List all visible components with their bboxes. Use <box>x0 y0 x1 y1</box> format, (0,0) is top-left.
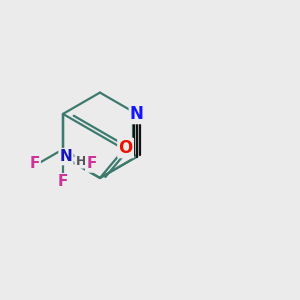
Text: F: F <box>58 174 68 189</box>
Text: F: F <box>86 157 97 172</box>
Text: N: N <box>130 105 144 123</box>
Text: F: F <box>29 157 40 172</box>
Text: O: O <box>118 139 133 157</box>
Text: H: H <box>75 154 86 167</box>
Text: N: N <box>59 149 72 164</box>
